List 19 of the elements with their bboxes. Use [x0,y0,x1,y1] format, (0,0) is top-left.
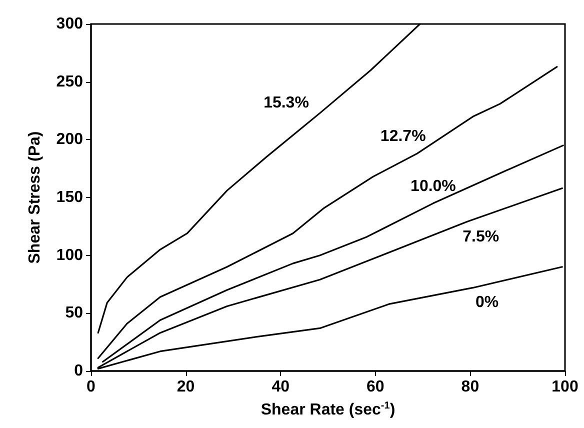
x-tick-label: 100 [552,378,578,396]
x-tick-label: 80 [461,378,480,396]
y-tick-label: 100 [56,246,84,264]
y-tick-label: 300 [56,16,84,32]
x-tick-label: 40 [272,378,290,396]
x-tick-label: 60 [366,378,384,396]
y-tick-label: 200 [56,131,84,148]
series-label: 7.5% [462,228,500,246]
x-tick-label: 0 [86,378,96,396]
series-label: 10.0% [410,178,456,195]
y-tick-label: 250 [56,73,84,90]
series-label: 0% [475,294,499,312]
series-label: 12.7% [380,128,426,146]
x-tick-label: 20 [176,378,195,396]
y-tick-label: 50 [65,304,84,322]
y-tick-label: 150 [56,189,84,206]
y-tick-label: 0 [74,362,84,380]
series-label: 15.3% [264,94,309,112]
y-axis-title: Shear Stress (Pa) [26,131,44,264]
